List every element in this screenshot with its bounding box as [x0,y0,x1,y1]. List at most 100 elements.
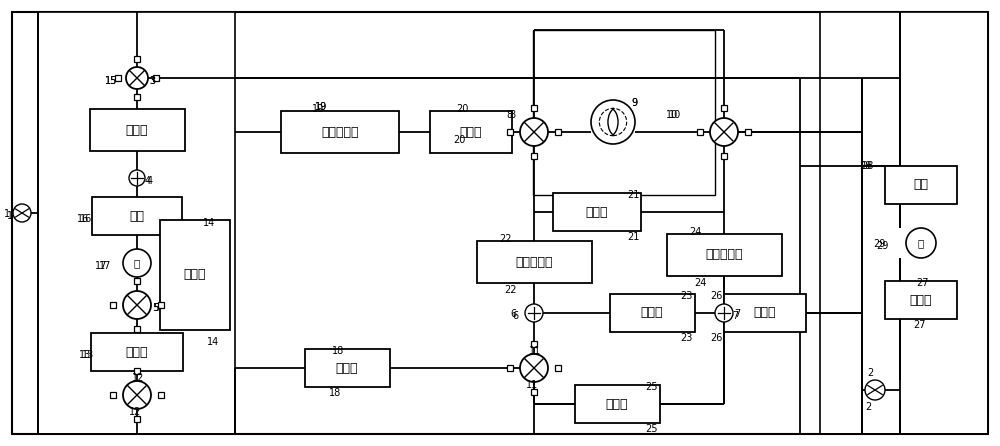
Text: 18: 18 [332,346,344,356]
Text: 膨胀阀: 膨胀阀 [606,397,628,410]
Text: 16: 16 [80,214,92,224]
Bar [507,128,513,135]
Text: 20: 20 [453,135,465,145]
Text: 7: 7 [734,309,740,319]
Text: 18: 18 [329,388,341,398]
Text: 9: 9 [631,98,637,108]
Text: 22: 22 [504,285,516,295]
Text: 19: 19 [312,104,324,114]
Bar [724,294,806,332]
Text: 25: 25 [645,382,658,392]
Text: 压缩机: 压缩机 [336,362,358,375]
Bar [134,277,140,284]
Bar [531,153,537,159]
Bar [158,392,164,398]
Circle shape [906,228,936,258]
Circle shape [865,380,885,400]
Text: 水箱: 水箱 [914,178,928,191]
Bar [134,416,140,422]
Text: 外部换热器: 外部换热器 [515,256,553,268]
Bar [430,111,512,153]
Text: 14: 14 [203,218,215,228]
Text: 26: 26 [710,333,722,343]
Text: 25: 25 [645,424,658,434]
Text: 7: 7 [732,311,738,321]
Bar [531,341,537,347]
Text: 冷凝器: 冷凝器 [126,124,148,136]
Text: 4: 4 [147,176,153,186]
Bar [477,241,592,283]
Text: 15: 15 [105,76,117,86]
Circle shape [129,170,145,186]
Text: 10: 10 [669,110,681,120]
Text: 5: 5 [152,303,158,313]
Bar [281,111,399,153]
Text: 膨胀机: 膨胀机 [460,125,482,139]
Text: 23: 23 [680,291,692,301]
Text: 26: 26 [710,291,722,301]
Bar [533,30,715,195]
Circle shape [123,381,151,409]
Text: 尾气换热器: 尾气换热器 [321,125,359,139]
Text: 27: 27 [913,320,926,330]
Bar [885,166,957,204]
Text: 19: 19 [315,102,327,112]
Text: 17: 17 [99,261,111,271]
Bar [721,153,727,159]
Circle shape [123,249,151,277]
Bar [110,392,116,398]
Bar [531,389,537,396]
Text: 28: 28 [861,161,873,171]
Bar [115,75,121,81]
Text: 15: 15 [105,76,117,86]
Text: 6: 6 [512,311,518,321]
Bar [885,281,957,319]
Bar [610,294,694,332]
Bar [134,94,140,99]
Text: 预热器: 预热器 [184,268,206,281]
Bar [553,193,641,231]
Bar [134,368,140,374]
Text: 膨胀阀: 膨胀阀 [641,306,663,319]
Circle shape [13,204,31,222]
Text: 11: 11 [529,346,541,356]
Bar [110,301,116,308]
Bar [153,75,159,81]
Text: 24: 24 [689,227,701,237]
Text: 23: 23 [680,333,692,343]
Bar [555,128,561,135]
Text: 12: 12 [129,407,141,417]
Text: 20: 20 [456,104,468,114]
Text: 5: 5 [153,303,159,313]
Text: 2: 2 [865,402,871,412]
Text: 泵: 泵 [134,258,140,268]
Circle shape [123,291,151,319]
Text: 14: 14 [207,337,219,347]
Bar [574,385,660,423]
Bar [304,349,390,387]
Text: 电池包: 电池包 [910,293,932,306]
Text: 24: 24 [694,278,706,288]
Text: 6: 6 [510,309,516,319]
Text: 13: 13 [82,350,94,360]
Text: 10: 10 [666,110,678,120]
Text: 压缩机: 压缩机 [586,206,608,219]
Text: 21: 21 [627,232,639,242]
Text: 19: 19 [315,102,327,112]
Bar [721,104,727,112]
Text: 11: 11 [526,380,538,390]
Text: 28: 28 [859,161,871,171]
Text: 4: 4 [145,176,151,186]
Bar [555,365,561,372]
Bar [697,128,703,135]
Text: 22: 22 [499,234,512,244]
Text: 9: 9 [631,98,637,108]
Text: 发动机: 发动机 [126,346,148,359]
Text: 8: 8 [509,110,515,120]
Bar [158,301,164,308]
Text: 1: 1 [7,211,13,221]
Text: 12: 12 [132,373,144,383]
Text: 27: 27 [916,278,928,288]
Text: 3: 3 [149,76,155,86]
Bar [531,104,537,112]
